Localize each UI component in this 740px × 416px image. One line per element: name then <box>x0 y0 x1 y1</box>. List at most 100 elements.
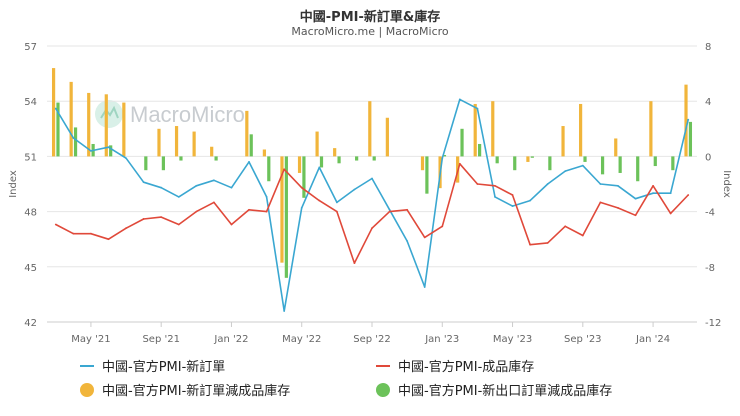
point-new-orders <box>529 199 532 202</box>
bar-new-orders-minus-inventory <box>245 110 249 157</box>
point-new-orders <box>581 164 584 167</box>
legend-line-icon <box>80 364 94 367</box>
point-new-orders <box>546 183 549 185</box>
right-tick-label: 4 <box>705 97 711 108</box>
bar-new-orders-minus-inventory <box>385 117 389 157</box>
point-new-orders <box>230 186 233 189</box>
bar-export-orders-minus-inventory <box>56 102 60 157</box>
point-inventory <box>546 241 549 244</box>
right-tick-label: -4 <box>705 208 715 219</box>
bar-export-orders-minus-inventory <box>161 156 165 171</box>
bar-new-orders-minus-inventory <box>315 131 319 157</box>
bar-new-orders-minus-inventory <box>157 128 161 157</box>
bar-export-orders-minus-inventory <box>73 127 78 157</box>
point-new-orders <box>669 192 672 195</box>
point-new-orders <box>511 205 514 207</box>
bar-new-orders-minus-inventory <box>684 84 688 157</box>
bar-export-orders-minus-inventory <box>319 156 324 168</box>
bar-export-orders-minus-inventory <box>302 156 306 198</box>
legend-item-new-orders[interactable]: 中國-官方PMI-新訂單 <box>80 356 225 375</box>
bar-export-orders-minus-inventory <box>425 156 429 194</box>
left-tick-label: 48 <box>24 208 37 219</box>
point-inventory <box>458 162 461 165</box>
right-tick-label: 8 <box>705 42 711 53</box>
point-inventory <box>283 168 286 171</box>
point-inventory <box>581 234 584 237</box>
point-new-orders <box>318 166 321 169</box>
bar-export-orders-minus-inventory <box>618 156 622 173</box>
bar-export-orders-minus-inventory <box>109 145 113 157</box>
point-inventory <box>687 194 690 196</box>
point-new-orders <box>142 181 145 184</box>
chart-subtitle: MacroMicro.me | MacroMicro <box>291 25 449 38</box>
point-new-orders <box>687 118 690 121</box>
bar-new-orders-minus-inventory <box>333 148 337 157</box>
point-new-orders <box>564 170 567 173</box>
legend-item-spread[interactable]: 中國-官方PMI-新訂單減成品庫存 <box>80 380 290 399</box>
point-inventory <box>195 210 198 213</box>
bar-export-orders-minus-inventory <box>284 156 288 278</box>
legend-dot-icon <box>80 382 94 397</box>
point-inventory <box>265 210 268 213</box>
bar-export-orders-minus-inventory <box>600 156 605 175</box>
left-tick-label: 42 <box>24 318 37 329</box>
bar-new-orders-minus-inventory <box>561 126 565 157</box>
bar-export-orders-minus-inventory <box>653 156 657 167</box>
right-tick-label: -12 <box>705 318 721 329</box>
bar-new-orders-minus-inventory <box>280 156 284 263</box>
bar-new-orders-minus-inventory <box>104 94 108 157</box>
point-inventory <box>353 262 356 265</box>
bar-export-orders-minus-inventory <box>460 128 464 157</box>
bar-export-orders-minus-inventory <box>548 156 552 171</box>
bar-new-orders-minus-inventory <box>210 146 214 157</box>
legend-item-inventory[interactable]: 中國-官方PMI-成品庫存 <box>376 356 534 375</box>
point-inventory <box>54 223 57 226</box>
legend-label: 中國-官方PMI-新出口訂單減成品庫存 <box>398 384 613 399</box>
point-new-orders <box>160 186 163 189</box>
bar-new-orders-minus-inventory <box>51 68 56 157</box>
point-new-orders <box>54 107 57 110</box>
bar-new-orders-minus-inventory <box>122 102 126 157</box>
point-inventory <box>212 201 215 204</box>
bar-export-orders-minus-inventory <box>442 155 447 157</box>
point-new-orders <box>72 137 75 139</box>
point-new-orders <box>441 157 444 160</box>
point-inventory <box>142 218 145 220</box>
point-new-orders <box>617 184 619 187</box>
point-inventory <box>248 208 250 211</box>
point-inventory <box>90 232 92 235</box>
bar-new-orders-minus-inventory <box>368 101 372 157</box>
bar-export-orders-minus-inventory <box>355 156 359 161</box>
bar-new-orders-minus-inventory <box>649 101 653 157</box>
right-tick-label: -8 <box>705 263 715 274</box>
point-inventory <box>599 201 602 204</box>
bar-export-orders-minus-inventory <box>671 156 675 171</box>
left-tick-label: 54 <box>24 97 37 108</box>
point-inventory <box>423 236 426 239</box>
bar-new-orders-minus-inventory <box>262 149 266 157</box>
legend-item-export-spread[interactable]: 中國-官方PMI-新出口訂單減成品庫存 <box>376 380 612 399</box>
bar-new-orders-minus-inventory <box>614 138 618 157</box>
point-new-orders <box>476 107 479 110</box>
point-inventory <box>441 225 444 228</box>
point-new-orders <box>335 201 338 204</box>
legend-label: 中國-官方PMI-新訂單減成品庫存 <box>102 384 291 399</box>
bar-export-orders-minus-inventory <box>513 156 517 171</box>
bar-export-orders-minus-inventory <box>267 156 271 182</box>
bar-export-orders-minus-inventory <box>372 156 376 161</box>
point-new-orders <box>423 286 426 288</box>
point-new-orders <box>388 208 391 211</box>
point-inventory <box>125 227 127 230</box>
point-inventory <box>300 186 303 189</box>
point-new-orders <box>634 197 637 200</box>
chart-title: 中國-PMI-新訂單&庫存 <box>299 10 441 25</box>
right-tick-label: 0 <box>705 152 711 163</box>
point-inventory <box>617 207 619 209</box>
bar-new-orders-minus-inventory <box>526 156 530 162</box>
point-new-orders <box>300 207 303 209</box>
point-new-orders <box>195 184 198 187</box>
point-inventory <box>107 238 110 241</box>
point-inventory <box>318 199 321 202</box>
point-new-orders <box>283 310 286 312</box>
